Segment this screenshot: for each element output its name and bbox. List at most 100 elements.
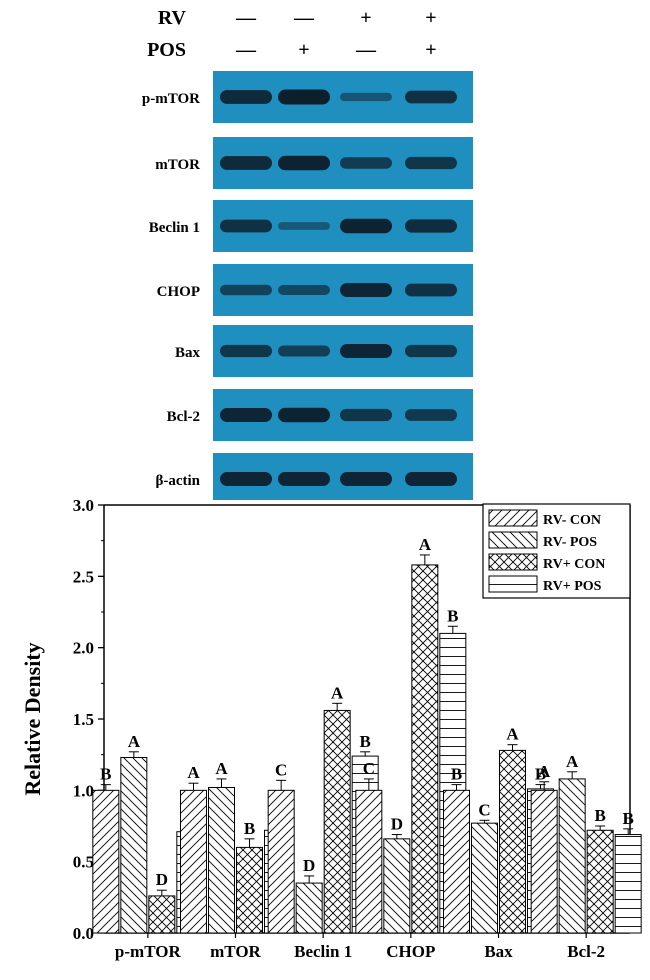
x-tick-label: Beclin 1	[294, 942, 352, 961]
significance-letter: B	[622, 809, 633, 828]
blot-band	[278, 407, 330, 423]
legend-swatch	[488, 553, 538, 571]
bar-bcl-2-series-2	[586, 829, 614, 934]
blot-band	[340, 471, 392, 487]
blot-band	[220, 219, 272, 233]
bar-bcl-2-series-3	[614, 834, 642, 934]
blot-band	[220, 471, 272, 487]
blot-band	[340, 343, 392, 359]
x-tick-label: p-mTOR	[115, 942, 182, 961]
blot-band	[278, 155, 330, 171]
blot-band	[405, 219, 457, 233]
significance-letter: C	[363, 759, 375, 778]
blot-band	[220, 407, 272, 423]
bar-chop-series-1	[383, 838, 411, 934]
blot-band	[340, 218, 392, 234]
blot-band	[278, 284, 330, 296]
blot-band	[405, 471, 457, 487]
blot-band	[278, 345, 330, 357]
significance-letter: A	[566, 752, 579, 771]
y-tick-label: 0.0	[73, 924, 94, 943]
bar-mtor-series-1	[208, 786, 235, 934]
legend-swatch	[488, 509, 538, 527]
significance-letter: A	[128, 732, 141, 751]
blot-band	[405, 409, 457, 421]
y-tick-label: 2.0	[73, 639, 94, 658]
bar-bax-series-2	[499, 749, 526, 934]
condition-sign: +	[425, 39, 436, 61]
significance-letter: B	[359, 732, 370, 751]
bar-p-mtor-series-0	[92, 789, 120, 934]
bar-chop-series-0	[355, 789, 383, 934]
y-tick-label: 1.5	[73, 710, 94, 729]
y-tick-label: 1.0	[73, 781, 94, 800]
blot-label: CHOP	[157, 284, 200, 300]
significance-letter: D	[303, 856, 315, 875]
bar-chop-series-2	[411, 564, 439, 934]
condition-sign: —	[355, 39, 377, 61]
blot-label: mTOR	[155, 157, 200, 173]
y-tick-label: 0.5	[73, 853, 94, 872]
significance-letter: A	[419, 535, 432, 554]
condition-label-pos: POS	[147, 39, 186, 61]
significance-letter: C	[478, 800, 490, 819]
condition-sign: —	[235, 7, 257, 29]
blot-label: Bcl-2	[167, 409, 200, 425]
blot-label: Bax	[175, 345, 201, 361]
blot-band	[340, 408, 392, 422]
blot-band	[405, 90, 457, 104]
blot-band	[278, 222, 330, 230]
blot-band	[278, 471, 330, 487]
significance-letter: A	[331, 683, 344, 702]
blot-band	[220, 284, 272, 296]
blot-band	[405, 156, 457, 170]
significance-letter: B	[535, 765, 546, 784]
significance-letter: B	[447, 606, 458, 625]
condition-sign: +	[298, 39, 309, 61]
x-tick-label: Bax	[484, 942, 513, 961]
significance-letter: B	[100, 765, 111, 784]
blot-band	[278, 89, 330, 105]
condition-label-rv: RV	[158, 7, 187, 29]
legend-swatch	[488, 531, 538, 549]
condition-sign: +	[425, 7, 436, 29]
blot-band	[340, 92, 392, 102]
blot-band	[405, 283, 457, 297]
blot-band	[405, 344, 457, 358]
significance-letter: B	[594, 806, 605, 825]
blot-band	[220, 156, 272, 170]
legend-label: RV+ CON	[543, 557, 605, 572]
blot-band	[220, 90, 272, 104]
y-tick-label: 3.0	[73, 496, 94, 515]
bar-beclin-1-series-0	[267, 789, 295, 934]
bar-mtor-series-0	[180, 789, 207, 934]
blot-band	[220, 344, 272, 358]
x-tick-label: CHOP	[386, 942, 435, 961]
significance-letter: B	[451, 765, 462, 784]
bar-bax-series-0	[443, 789, 470, 934]
condition-sign: —	[293, 7, 315, 29]
significance-letter: A	[538, 762, 551, 781]
blot-band	[340, 282, 392, 298]
significance-letter: A	[506, 725, 519, 744]
bar-chart-figure: 0.0 0.5 1.0 1.5 2.0 2.5 3.0 Relative Density B A D…	[0, 490, 650, 975]
significance-letter: B	[244, 819, 255, 838]
significance-letter: A	[215, 759, 228, 778]
legend-swatch	[488, 575, 538, 593]
blot-band	[340, 157, 392, 169]
western-blot-figure: RV — — + + POS — + — + p-mTOR mTOR Beclin 1 CHOP Bax Bc…	[142, 7, 473, 505]
bar-p-mtor-series-1	[120, 757, 148, 934]
significance-letter: C	[275, 760, 287, 779]
bar-bax-series-1	[471, 822, 498, 934]
x-tick-label: Bcl-2	[567, 942, 605, 961]
significance-letter: D	[391, 815, 403, 834]
condition-sign: +	[360, 7, 371, 29]
bar-bcl-2-series-0	[530, 789, 558, 934]
significance-letter: A	[187, 763, 200, 782]
condition-sign: —	[235, 39, 257, 61]
x-tick-label: mTOR	[210, 942, 261, 961]
legend-label: RV+ POS	[543, 579, 602, 594]
legend-label: RV- CON	[543, 513, 601, 528]
western-blot-svg: RV — — + + POS — + — + p-mTOR mTOR Beclin 1 CHOP Bax Bc…	[142, 7, 473, 505]
